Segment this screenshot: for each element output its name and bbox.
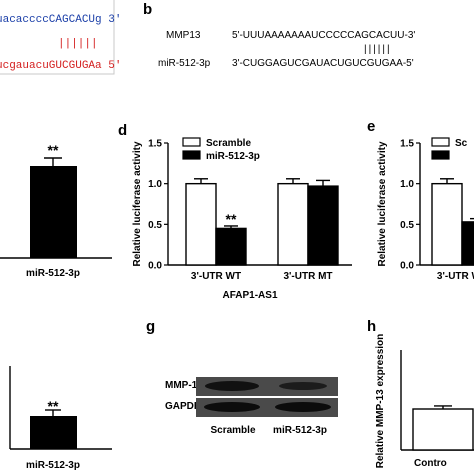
blot-col-label-2: miR-512-3p bbox=[273, 425, 327, 436]
c-significance: ** bbox=[48, 142, 59, 158]
d-y-tick-label: 1.5 bbox=[148, 139, 162, 150]
d-bar bbox=[307, 185, 339, 266]
band-mmp13-mir bbox=[279, 382, 327, 390]
h-y-axis-label: Relative MMP-13 expression bbox=[375, 334, 386, 469]
panel-label-e: e bbox=[367, 118, 375, 135]
panel-g: g MMP-13 GAPDH Scramble miR-512-3p bbox=[146, 318, 338, 436]
e-legend-swatch bbox=[431, 137, 450, 147]
panel-h: h Relative MMP-13 expression Contro bbox=[367, 318, 474, 469]
e-y-tick-label: 1.0 bbox=[400, 179, 414, 190]
e-bar bbox=[431, 182, 463, 266]
panel-label-g: g bbox=[146, 318, 155, 335]
d-bar bbox=[277, 182, 309, 266]
d-y-tick-label: 1.0 bbox=[148, 179, 162, 190]
e-plot-area: 0.0 0.5 1.0 1.5 Relative luciferase activity… bbox=[377, 137, 474, 282]
band-gapdh-mir bbox=[275, 402, 331, 412]
d-legend-label: miR-512-3p bbox=[206, 151, 260, 162]
f-significance: ** bbox=[48, 398, 59, 414]
d-y-tick-label: 0.0 bbox=[148, 261, 162, 272]
mirna-label: miR-512-3p bbox=[158, 58, 211, 69]
gene-label: MMP13 bbox=[166, 30, 201, 41]
panel-c-partial: ** miR-512-3p bbox=[0, 142, 112, 279]
e-y-tick-label: 0.5 bbox=[400, 220, 414, 231]
mirna-sequence: ucgauacuGUCGUGAa 5' bbox=[0, 60, 121, 72]
e-y-tick-label: 1.5 bbox=[400, 139, 414, 150]
c-bar bbox=[30, 166, 77, 258]
f-bar bbox=[30, 416, 77, 449]
d-x-tick-label: 3'-UTR WT bbox=[191, 271, 241, 282]
panel-b: b MMP13 5'-UUUAAAAAAAUCCCCCAGCACUU-3' ||… bbox=[143, 1, 415, 69]
panel-label-h: h bbox=[367, 318, 376, 335]
d-legend-label: Scramble bbox=[206, 138, 251, 149]
h-x-tick-label: Contro bbox=[414, 458, 447, 469]
d-significance: ** bbox=[226, 211, 237, 227]
pairing-lines: |||||| bbox=[58, 38, 98, 50]
panel-label-d: d bbox=[118, 122, 127, 139]
panel-f-partial: ** miR-512-3p bbox=[9, 366, 112, 471]
e-y-tick-label: 0.0 bbox=[400, 261, 414, 272]
blot-row-label-1: MMP-13 bbox=[165, 380, 203, 391]
d-legend-swatch bbox=[182, 137, 201, 147]
panel-a-frame bbox=[0, 0, 115, 75]
e-legend-swatch bbox=[431, 150, 450, 160]
d-bar bbox=[215, 227, 247, 266]
e-legend-label: Sc bbox=[455, 138, 468, 149]
mirna-sequence-b: 3'-CUGGAGUCGAUACUGUCGUGAA-5' bbox=[232, 58, 414, 69]
f-tick-label: miR-512-3p bbox=[26, 460, 80, 471]
panel-d: d 0.0 0.5 1.0 1.5 Relative luciferase activi… bbox=[118, 122, 352, 301]
binding-lines: |||||| bbox=[364, 44, 392, 55]
mrna-sequence: uacaccccCAGCACUg 3' bbox=[0, 14, 121, 26]
e-x-tick-label: 3'-UTR WT bbox=[437, 271, 474, 282]
blot-row-label-2: GAPDH bbox=[165, 401, 201, 412]
d-y-tick-label: 0.5 bbox=[148, 220, 162, 231]
d-bar bbox=[185, 182, 217, 266]
blot-col-label-1: Scramble bbox=[210, 425, 255, 436]
e-y-axis-label: Relative luciferase activity bbox=[377, 141, 388, 267]
h-bar bbox=[412, 408, 474, 451]
d-x-tick-label: 3'-UTR MT bbox=[283, 271, 332, 282]
h-plot-area: Relative MMP-13 expression Contro bbox=[375, 334, 474, 469]
band-gapdh-scramble bbox=[204, 402, 260, 412]
band-mmp13-scramble bbox=[205, 381, 259, 391]
panel-a: uacaccccCAGCACUg 3' |||||| ucgauacuGUCGU… bbox=[0, 0, 121, 75]
panel-label-b: b bbox=[143, 1, 152, 18]
d-group-label: AFAP1-AS1 bbox=[222, 290, 277, 301]
d-legend-swatch bbox=[182, 150, 201, 160]
gene-sequence: 5'-UUUAAAAAAAUCCCCCAGCACUU-3' bbox=[232, 30, 415, 41]
d-plot-area: 0.0 0.5 1.0 1.5 Relative luciferase activity… bbox=[132, 137, 352, 282]
d-y-axis-label: Relative luciferase activity bbox=[132, 141, 143, 267]
c-tick-label: miR-512-3p bbox=[26, 268, 80, 279]
panel-e: e 0.0 0.5 1.0 1.5 Relative luciferase activi… bbox=[367, 118, 474, 282]
e-bar bbox=[461, 221, 474, 266]
